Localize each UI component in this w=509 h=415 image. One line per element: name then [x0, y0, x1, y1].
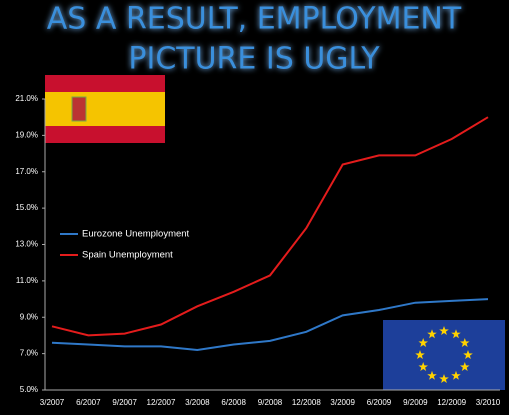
- star: [418, 338, 428, 347]
- y-tick-label: 9.0%: [20, 312, 38, 321]
- x-tick-label: 12/2008: [292, 398, 321, 407]
- flag-stars: [415, 326, 473, 383]
- y-tick-label: 7.0%: [20, 349, 38, 358]
- y-tick-label: 15.0%: [15, 203, 38, 212]
- x-tick-label: 12/2009: [437, 398, 466, 407]
- star: [427, 370, 437, 380]
- x-tick-label: 6/2007: [76, 398, 101, 407]
- x-tick-label: 3/2009: [330, 398, 355, 407]
- chart-title: AS A RESULT, EMPLOYMENT: [47, 2, 462, 37]
- star: [451, 370, 461, 380]
- x-tick-label: 3/2007: [40, 398, 65, 407]
- x-tick-label: 6/2009: [367, 398, 392, 407]
- star: [463, 350, 473, 359]
- star: [415, 350, 425, 359]
- star: [439, 374, 449, 383]
- y-tick-label: 13.0%: [15, 240, 38, 249]
- eu-flag: [383, 320, 505, 390]
- y-tick-label: 5.0%: [20, 385, 38, 394]
- star: [460, 362, 470, 371]
- star: [460, 338, 470, 347]
- star: [418, 362, 428, 371]
- star: [439, 326, 449, 335]
- x-tick-label: 9/2009: [403, 398, 428, 407]
- series-line: [51, 298, 489, 352]
- star: [451, 329, 461, 339]
- x-tick-label: 3/2010: [476, 398, 501, 407]
- x-tick-label: 12/2007: [147, 398, 176, 407]
- x-tick-label: 6/2008: [221, 398, 246, 407]
- chart-title: PICTURE IS UGLY: [128, 42, 380, 77]
- y-tick-label: 21.0%: [15, 94, 38, 103]
- flag-emblem: [71, 96, 87, 122]
- x-tick-label: 9/2007: [112, 398, 137, 407]
- star: [427, 329, 437, 339]
- y-tick-label: 11.0%: [16, 276, 38, 285]
- x-tick-label: 3/2008: [185, 398, 210, 407]
- legend-label: Eurozone Unemployment: [82, 229, 190, 240]
- y-tick-label: 17.0%: [15, 167, 38, 176]
- spain-flag: [45, 75, 165, 143]
- series-line: [51, 116, 489, 337]
- y-tick-label: 19.0%: [15, 130, 38, 139]
- x-tick-label: 9/2008: [258, 398, 283, 407]
- flag-stripe: [45, 92, 165, 126]
- legend-label: Spain Unemployment: [82, 250, 173, 261]
